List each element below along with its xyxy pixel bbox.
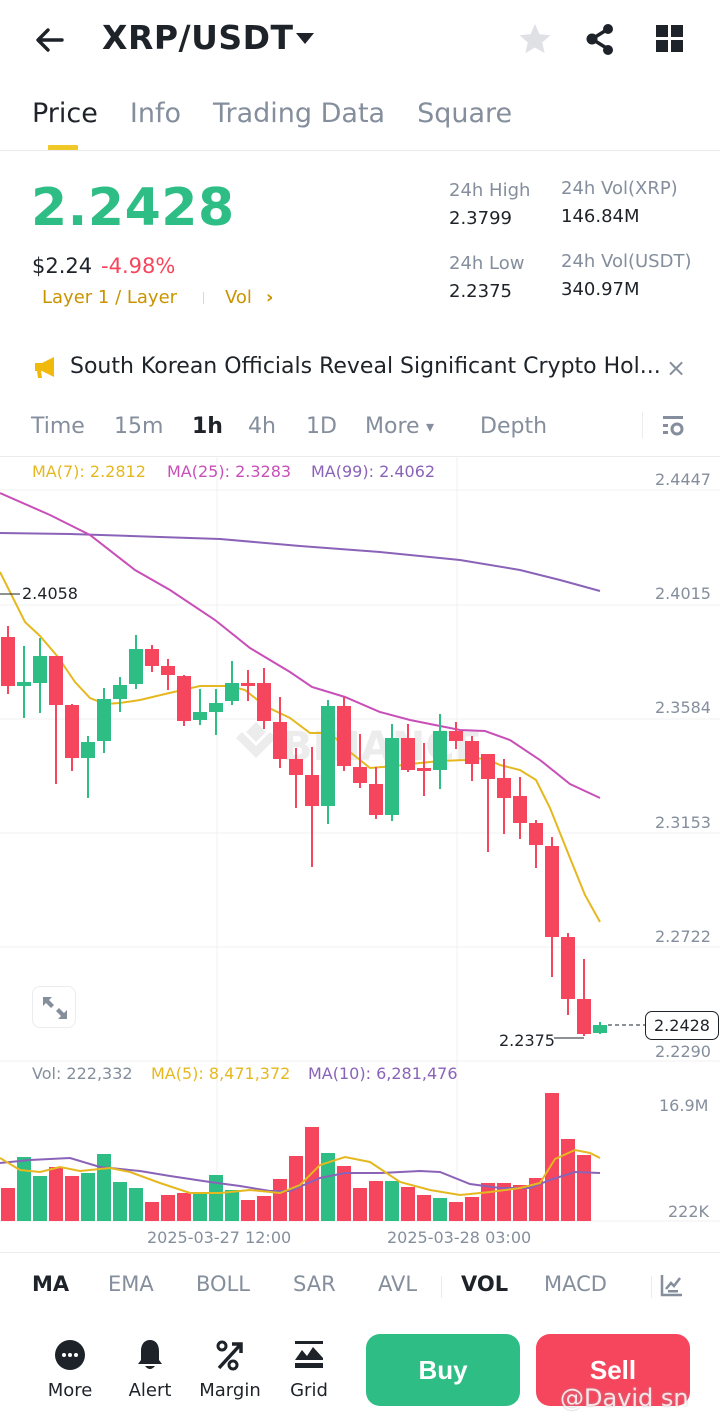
alert-button[interactable]: Alert <box>115 1338 185 1408</box>
indicator-sar[interactable]: SAR <box>293 1272 336 1296</box>
tab-square[interactable]: Square <box>417 98 513 129</box>
price-change-percent: -4.98% <box>101 254 176 278</box>
more-button[interactable]: More <box>35 1338 105 1408</box>
divider <box>0 456 720 457</box>
candlestick-chart[interactable]: BINANCE <box>0 456 720 1256</box>
vol-ma5-legend: MA(5): 8,471,372 <box>151 1064 291 1083</box>
ma99-legend: MA(99): 2.4062 <box>311 462 436 481</box>
more-label: More <box>47 1380 93 1401</box>
ma25-legend: MA(25): 2.3283 <box>167 462 292 481</box>
high-24h-label: 24h High <box>449 180 531 201</box>
indicator-macd[interactable]: MACD <box>544 1272 607 1296</box>
megaphone-icon <box>35 357 54 378</box>
margin-button[interactable]: Margin <box>195 1338 265 1408</box>
indicator-ema[interactable]: EMA <box>108 1272 154 1296</box>
buy-button[interactable]: Buy <box>366 1334 520 1406</box>
vol-axis-tick: 16.9M <box>659 1096 709 1115</box>
divider <box>203 292 204 304</box>
low-24h-value: 2.2375 <box>449 281 512 302</box>
y-axis-tick: 2.2722 <box>655 927 711 946</box>
bell-icon <box>138 1340 162 1369</box>
y-axis-tick: 2.3584 <box>655 698 711 717</box>
top-bar: XRP/USDT <box>0 0 720 80</box>
ma7-legend: MA(7): 2.2812 <box>32 462 146 481</box>
visible-high-marker: 2.4058 <box>22 584 78 603</box>
y-axis-tick: 2.4015 <box>655 584 711 603</box>
grid-icon[interactable] <box>655 24 685 54</box>
y-axis-tick: 2.4447 <box>655 470 711 489</box>
interval-1d[interactable]: 1D <box>306 414 337 439</box>
interval-1h[interactable]: 1h <box>192 414 223 439</box>
tab-price[interactable]: Price <box>32 92 98 151</box>
interval-more[interactable]: More <box>365 414 420 439</box>
vol-ma10-legend: MA(10): 6,281,476 <box>308 1064 458 1083</box>
main-tabs: Price Info Trading Data Square <box>32 92 544 151</box>
x-axis-tick: 2025-03-28 03:00 <box>387 1228 532 1247</box>
vol-legend: Vol: 222,332 <box>32 1064 133 1083</box>
low-24h-label: 24h Low <box>449 253 525 274</box>
visible-low-marker: 2.2375 <box>499 1031 555 1050</box>
vol-quote-value: 340.97M <box>561 279 640 300</box>
divider <box>651 1276 652 1298</box>
caret-down-icon[interactable] <box>294 30 316 46</box>
back-arrow-icon[interactable] <box>32 22 68 58</box>
vol-base-value: 146.84M <box>561 206 640 227</box>
last-price: 2.2428 <box>31 178 235 238</box>
y-axis-tick: 2.3153 <box>655 813 711 832</box>
alert-label: Alert <box>128 1380 172 1401</box>
divider <box>0 150 720 151</box>
chevron-right-icon[interactable]: › <box>266 287 274 308</box>
divider <box>441 1276 442 1298</box>
candles <box>1 626 607 1036</box>
margin-label: Margin <box>199 1380 261 1401</box>
grid-label: Grid <box>290 1380 328 1401</box>
high-24h-value: 2.3799 <box>449 208 512 229</box>
chart-settings-icon[interactable] <box>660 414 686 438</box>
fiat-price: $2.24 <box>32 254 93 278</box>
star-icon[interactable] <box>517 22 553 56</box>
margin-percent-icon <box>216 1340 243 1371</box>
interval-15m[interactable]: 15m <box>114 414 164 439</box>
indicator-settings-icon[interactable] <box>660 1273 684 1297</box>
indicator-ma[interactable]: MA <box>32 1272 70 1296</box>
x-axis-tick: 2025-03-27 12:00 <box>147 1228 292 1247</box>
tab-trading-data[interactable]: Trading Data <box>212 98 386 129</box>
indicator-avl[interactable]: AVL <box>378 1272 418 1296</box>
vol-quote-label: 24h Vol(USDT) <box>561 251 692 272</box>
sell-button[interactable]: Sell <box>536 1334 690 1406</box>
category-tag[interactable]: Layer 1 / Layer <box>42 287 178 308</box>
pair-title[interactable]: XRP/USDT <box>102 18 294 57</box>
fullscreen-button[interactable] <box>32 986 76 1028</box>
tab-info[interactable]: Info <box>129 98 181 129</box>
vol-axis-tick: 222K <box>668 1202 710 1221</box>
indicator-vol[interactable]: VOL <box>461 1272 509 1296</box>
grid-trading-icon <box>295 1341 323 1368</box>
interval-4h[interactable]: 4h <box>248 414 276 439</box>
share-icon[interactable] <box>582 21 618 57</box>
y-axis-tick: 2.2290 <box>655 1042 711 1061</box>
current-price-tag[interactable]: 2.2428 <box>645 1011 719 1040</box>
announcement-text[interactable]: South Korean Officials Reveal Significan… <box>70 354 661 379</box>
caret-down-icon[interactable]: ▾ <box>426 417 435 436</box>
svg-text:BINANCE: BINANCE <box>282 724 482 770</box>
interval-time[interactable]: Time <box>31 414 85 439</box>
vol-base-label: 24h Vol(XRP) <box>561 178 678 199</box>
divider <box>642 412 643 438</box>
grid-button[interactable]: Grid <box>274 1338 344 1408</box>
volume-bars <box>1 1093 591 1221</box>
indicator-boll[interactable]: BOLL <box>196 1272 250 1296</box>
expand-icon <box>43 997 67 1019</box>
divider <box>0 1252 720 1253</box>
close-icon[interactable]: × <box>666 354 687 382</box>
interval-bar: Time 15m 1h 4h 1D More ▾ Depth <box>0 408 720 448</box>
more-dots-icon <box>55 1340 85 1370</box>
vol-link[interactable]: Vol <box>225 287 252 308</box>
watermark: @David sn <box>560 1384 689 1412</box>
interval-depth[interactable]: Depth <box>480 414 548 439</box>
